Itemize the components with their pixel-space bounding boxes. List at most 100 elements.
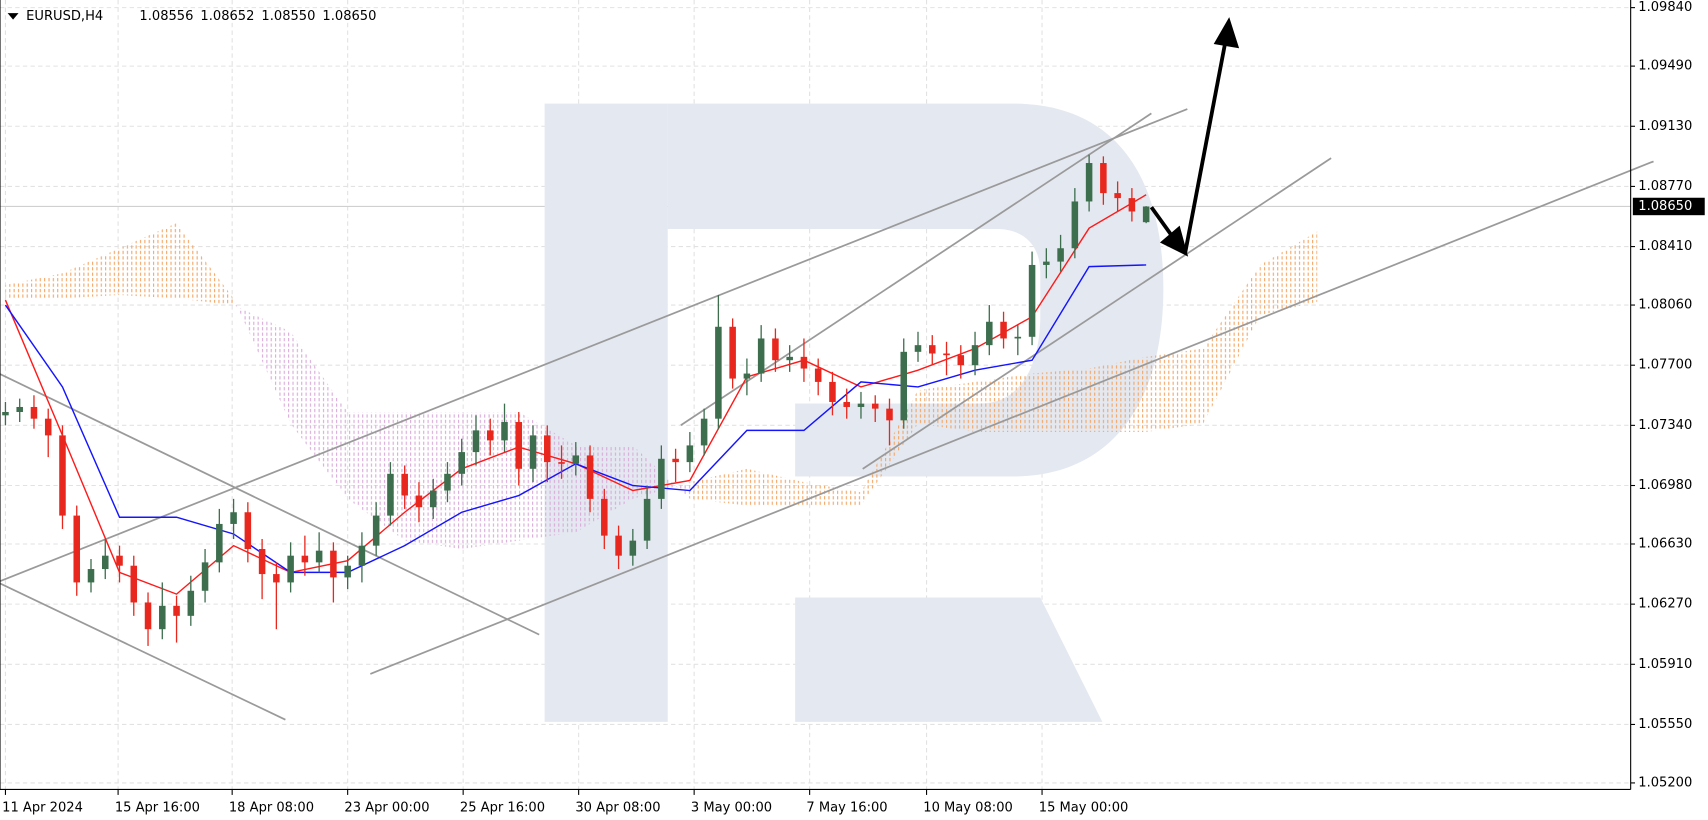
candle-body	[315, 550, 323, 563]
menu-triangle	[7, 13, 19, 20]
candle-body	[886, 408, 893, 421]
candle-body	[700, 418, 708, 446]
candle-body	[957, 355, 965, 366]
candle-body	[743, 373, 751, 379]
candle-body	[729, 326, 736, 379]
cloud-segment	[975, 373, 1033, 433]
candle-body	[1085, 163, 1093, 202]
candle-body	[928, 345, 936, 354]
x-tick-label: 15 Apr 16:00	[115, 801, 200, 816]
arrow-up	[1183, 41, 1228, 254]
cloud-segment	[119, 223, 177, 299]
y-tick-label: 1.05910	[1638, 657, 1692, 672]
cloud-segment	[918, 381, 976, 433]
y-tick-label: 1.09490	[1638, 59, 1692, 74]
cloud-segment	[176, 223, 234, 306]
current-price-box	[1632, 197, 1705, 216]
candle-body	[1014, 336, 1022, 339]
candle-body	[358, 545, 366, 566]
y-tick-label: 1.07340	[1638, 418, 1692, 433]
candle-body	[472, 430, 480, 453]
candle-body	[87, 569, 95, 583]
candle-body	[387, 473, 394, 516]
trend-line	[862, 157, 1332, 470]
open-label: 1.08556	[139, 9, 193, 24]
candle-body	[444, 473, 451, 491]
cloud-segment	[1203, 264, 1261, 424]
candle-body	[401, 473, 408, 496]
candle-body	[971, 345, 979, 366]
candle-body	[30, 406, 38, 419]
candle-body	[544, 435, 551, 463]
candle-body	[586, 455, 594, 499]
candle-body	[116, 555, 123, 566]
cloud-segment	[1089, 356, 1147, 433]
candle-body	[829, 381, 836, 402]
high-label: 1.08652	[200, 9, 254, 24]
y-tick-label: 1.06980	[1638, 478, 1692, 493]
candle-body	[159, 605, 166, 630]
close-label: 1.08650	[322, 9, 376, 24]
candle-body	[843, 401, 850, 407]
candle-body	[943, 353, 950, 356]
candle-body	[814, 368, 822, 382]
candle-body	[1100, 163, 1107, 194]
candle-body	[629, 540, 637, 556]
candle-body	[1114, 193, 1121, 199]
candle-body	[344, 565, 351, 578]
candle-body	[800, 356, 808, 369]
candle-body	[529, 435, 537, 469]
candle-body	[1028, 264, 1036, 337]
trend-line	[0, 373, 540, 636]
candle-body	[686, 445, 694, 463]
candle-body	[1142, 206, 1150, 223]
y-tick-label: 1.06270	[1638, 597, 1692, 612]
cloud-segment	[746, 468, 804, 506]
candle-body	[871, 403, 879, 409]
candle-body	[986, 321, 993, 346]
candle-body	[1000, 321, 1007, 339]
candle-body	[515, 422, 523, 469]
x-tick-label: 25 Apr 16:00	[460, 801, 545, 816]
candle-body	[372, 515, 380, 546]
candle-body	[658, 458, 665, 499]
y-tick-label: 1.08410	[1638, 239, 1692, 254]
watermark-stem	[544, 103, 668, 722]
y-tick-label: 1.08060	[1638, 298, 1692, 313]
candle-body	[757, 338, 765, 374]
cloud-segment	[5, 273, 63, 299]
x-tick-label: 10 May 08:00	[923, 801, 1013, 816]
cloud-segment	[233, 298, 291, 424]
candle-body	[230, 512, 237, 524]
trend-line	[0, 582, 286, 721]
candle-body	[1043, 261, 1050, 265]
low-label: 1.08550	[261, 9, 315, 24]
arrow-head	[1159, 225, 1189, 257]
candle-body	[244, 512, 252, 550]
candle-body	[216, 523, 223, 563]
candle-body	[601, 498, 608, 536]
x-tick-label: 3 May 00:00	[691, 801, 772, 816]
candle-body	[914, 345, 922, 352]
y-tick-label: 1.09840	[1638, 0, 1692, 15]
forecast-arrows	[1149, 17, 1240, 257]
candle-body	[558, 462, 565, 464]
trend-line	[370, 160, 1654, 675]
candle-body	[59, 435, 66, 516]
x-tick-label: 18 Apr 08:00	[229, 801, 314, 816]
cloud-segment	[290, 331, 348, 499]
candle-body	[429, 490, 437, 508]
candle-body	[273, 574, 280, 583]
candle-body	[486, 430, 494, 441]
x-tick-label: 11 Apr 2024	[2, 801, 83, 816]
arrow-head	[1213, 17, 1240, 49]
candle-body	[786, 356, 793, 361]
candle-body	[1057, 248, 1064, 262]
header: EURUSD,H4 1.08556 1.08652 1.08550 1.0865…	[7, 9, 376, 24]
trend-line	[0, 108, 1188, 583]
candles	[2, 154, 1150, 646]
candle-body	[187, 590, 195, 616]
candle-body	[672, 458, 679, 463]
